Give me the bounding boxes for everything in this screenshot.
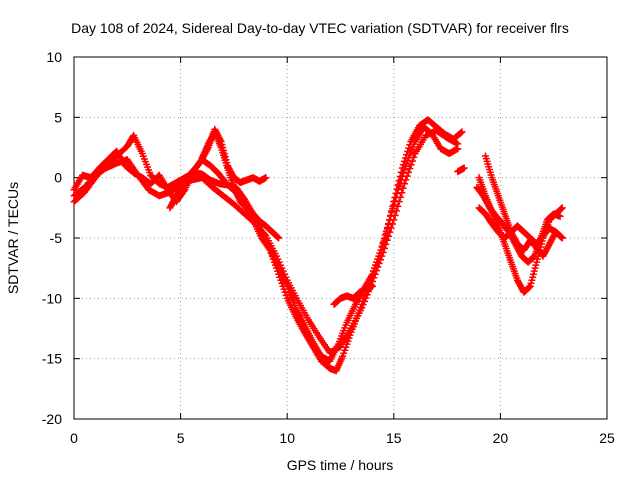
data-point	[388, 208, 396, 216]
data-point	[384, 232, 392, 240]
data-point	[360, 297, 368, 305]
data-point	[274, 233, 282, 241]
data-point	[458, 128, 466, 136]
data-point	[362, 294, 370, 302]
axis-ticks: 0 5 10 15 20 25 -20 -15 -10 -5 0 5 10	[42, 49, 615, 446]
x-tick-label: 25	[599, 430, 615, 446]
data-point	[407, 161, 415, 169]
data-point	[457, 129, 465, 137]
data-point	[557, 233, 565, 241]
data-point	[387, 212, 395, 220]
data-point	[262, 174, 270, 182]
x-tick-label: 0	[70, 430, 78, 446]
y-tick-label: 10	[46, 49, 62, 65]
y-tick-label: 5	[54, 109, 62, 125]
data-point	[392, 193, 400, 201]
data-point	[395, 182, 403, 190]
data-point	[452, 139, 460, 147]
data-point	[382, 227, 390, 235]
data-point	[558, 204, 566, 212]
x-axis-label: GPS time / hours	[287, 457, 394, 473]
y-tick-label: 0	[54, 170, 62, 186]
series-track-6	[330, 282, 376, 308]
data-point	[454, 145, 462, 153]
data-point	[384, 220, 392, 228]
data-point	[525, 283, 533, 291]
y-tick-label: -20	[42, 411, 62, 427]
series-track-11	[473, 183, 564, 266]
data-point	[363, 291, 371, 299]
data-point	[386, 228, 394, 236]
y-tick-label: -10	[42, 290, 62, 306]
data-point	[275, 234, 283, 242]
data-point	[395, 198, 403, 206]
data-point	[383, 223, 391, 231]
data-point	[556, 212, 564, 220]
series-track-5	[198, 128, 283, 242]
data-point	[397, 176, 405, 184]
x-tick-label: 20	[493, 430, 509, 446]
y-tick-label: -5	[50, 230, 63, 246]
data-point	[404, 168, 412, 176]
data-point	[405, 144, 413, 152]
data-point	[557, 205, 565, 213]
data-point	[368, 282, 376, 290]
data-point	[402, 163, 410, 171]
data-point	[460, 164, 468, 172]
data-point	[265, 245, 273, 253]
data-point	[391, 197, 399, 205]
data-point	[379, 239, 387, 247]
chart-title: Day 108 of 2024, Sidereal Day-to-day VTE…	[71, 20, 569, 36]
data-point	[358, 304, 366, 312]
x-tick-label: 5	[177, 430, 185, 446]
data-point	[394, 202, 402, 210]
y-tick-label: -15	[42, 351, 62, 367]
x-tick-label: 10	[279, 430, 295, 446]
data-points	[70, 116, 566, 375]
data-point	[399, 169, 407, 177]
series-track-10	[475, 204, 566, 248]
data-point	[399, 184, 407, 192]
series-track-9	[481, 152, 566, 260]
data-point	[396, 179, 404, 187]
data-point	[398, 172, 406, 180]
data-point	[386, 216, 394, 224]
data-point	[393, 190, 401, 198]
data-point	[380, 235, 388, 243]
x-tick-label: 15	[386, 430, 402, 446]
data-point	[378, 242, 386, 250]
data-point	[392, 207, 400, 215]
grid	[74, 57, 607, 419]
data-point	[404, 147, 412, 155]
data-point	[359, 301, 367, 309]
data-point	[389, 205, 397, 213]
data-point	[406, 165, 414, 173]
data-point	[394, 186, 402, 194]
data-point	[398, 189, 406, 197]
data-point	[400, 166, 408, 174]
data-point	[377, 246, 385, 254]
data-point	[558, 234, 566, 242]
data-point	[381, 231, 389, 239]
y-axis-label: SDTVAR / TECUs	[5, 182, 21, 294]
data-point	[390, 201, 398, 209]
series-track-7	[454, 164, 468, 176]
